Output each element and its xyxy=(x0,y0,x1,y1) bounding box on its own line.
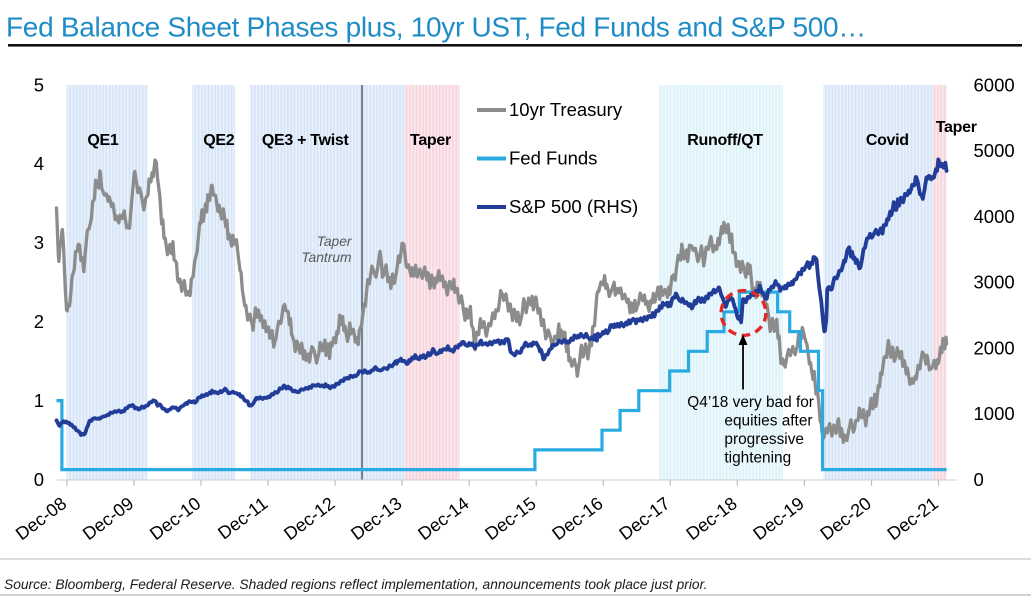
svg-text:3: 3 xyxy=(34,232,44,253)
svg-text:tightening: tightening xyxy=(724,449,791,466)
svg-text:6000: 6000 xyxy=(974,74,1015,95)
svg-text:Covid: Covid xyxy=(866,132,909,149)
svg-text:Runoff/QT: Runoff/QT xyxy=(687,132,763,149)
svg-text:Taper: Taper xyxy=(936,119,977,136)
svg-text:3000: 3000 xyxy=(974,272,1015,293)
svg-text:10yr Treasury: 10yr Treasury xyxy=(509,99,623,120)
svg-text:Q4’18 very bad for: Q4’18 very bad for xyxy=(687,394,814,411)
svg-text:5: 5 xyxy=(34,74,44,95)
svg-text:Fed Funds: Fed Funds xyxy=(509,148,597,169)
svg-text:5000: 5000 xyxy=(974,140,1015,161)
svg-text:equities after: equities after xyxy=(724,413,812,430)
svg-text:Taper: Taper xyxy=(410,132,451,149)
svg-text:2: 2 xyxy=(34,311,44,332)
svg-text:0: 0 xyxy=(974,469,984,490)
svg-text:Taper: Taper xyxy=(317,234,353,249)
svg-text:QE1: QE1 xyxy=(87,132,119,149)
svg-text:2000: 2000 xyxy=(974,337,1015,358)
svg-text:0: 0 xyxy=(34,469,44,490)
svg-text:Source: Bloomberg, Federal Res: Source: Bloomberg, Federal Reserve. Shad… xyxy=(4,577,708,592)
svg-text:QE2: QE2 xyxy=(203,132,235,149)
svg-text:progressive: progressive xyxy=(724,431,804,448)
svg-text:4: 4 xyxy=(34,153,44,174)
svg-text:1000: 1000 xyxy=(974,403,1015,424)
svg-text:4000: 4000 xyxy=(974,206,1015,227)
svg-text:Tantrum: Tantrum xyxy=(301,250,351,265)
svg-text:1: 1 xyxy=(34,390,44,411)
svg-text:Fed Balance Sheet Phases plus,: Fed Balance Sheet Phases plus, 10yr UST,… xyxy=(6,12,866,43)
svg-text:S&P 500 (RHS): S&P 500 (RHS) xyxy=(509,196,638,217)
svg-text:QE3 + Twist: QE3 + Twist xyxy=(262,132,350,149)
